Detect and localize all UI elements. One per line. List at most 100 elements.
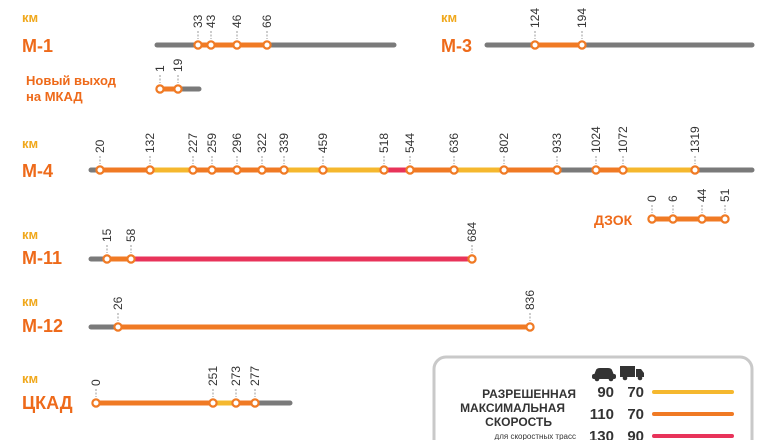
route-m4: 20 132 227 259 296 322 339 459 518 544 636 802 933 10… (22, 126, 755, 181)
route-m3-station-1 (577, 40, 587, 50)
route-mkad-km-0: 1 (153, 65, 167, 72)
legend-row-0: 90 70 (597, 384, 734, 401)
route-m12-km-caption: км (22, 294, 38, 309)
route-m4-station-14 (618, 165, 628, 175)
legend-title-line-2: МАКСИМАЛЬНАЯ (460, 401, 565, 415)
legend-title-line-1: РАЗРЕШЕННАЯ (482, 387, 576, 401)
route-m1-km-3: 66 (260, 14, 274, 28)
route-m11-km-2: 684 (465, 222, 479, 242)
route-m3-km-0: 124 (528, 8, 542, 28)
legend-row-1-truck-speed: 70 (627, 406, 644, 423)
legend-row-2-car-speed: 130 (589, 428, 614, 440)
route-m3: 124 194 М-3 км (441, 8, 755, 56)
route-m1-km-0: 33 (191, 14, 205, 28)
route-m11-km-1: 58 (124, 228, 138, 242)
route-m11-station-0 (102, 254, 112, 264)
legend-subtitle: для скоростных трасс (495, 432, 576, 440)
route-m11-km-0: 15 (100, 228, 114, 242)
route-m11: 15 58 684 М-11 км (22, 222, 479, 268)
route-m4-km-1: 132 (143, 133, 157, 153)
route-tskad: 0 251 273 277 ЦКАД км (22, 366, 293, 413)
route-m4-name: М-4 (22, 161, 53, 181)
route-m1-station-2 (232, 40, 242, 50)
route-m4-station-12 (552, 165, 562, 175)
route-dzok-km-2: 44 (695, 188, 709, 202)
route-m1-km-caption: км (22, 10, 38, 25)
route-m4-station-3 (207, 165, 217, 175)
route-m11-name: М-11 (22, 248, 62, 268)
route-m4-km-13: 1024 (589, 126, 603, 153)
legend-row-1-car-speed: 110 (590, 406, 614, 423)
route-m4-station-15 (690, 165, 700, 175)
route-dzok-station-1 (668, 214, 678, 224)
route-m4-station-5 (257, 165, 267, 175)
route-tskad-station-2 (231, 398, 241, 408)
route-m4-station-11 (499, 165, 509, 175)
route-m4-km-3: 259 (205, 133, 219, 153)
route-m4-station-7 (318, 165, 328, 175)
route-m12-station-0 (113, 322, 123, 332)
route-m4-km-14: 1072 (616, 126, 630, 153)
route-mkad-km-1: 19 (171, 58, 185, 72)
route-m12-station-1 (525, 322, 535, 332)
route-tskad-km-0: 0 (89, 379, 103, 386)
route-m11-station-1 (126, 254, 136, 264)
route-m4-km-6: 339 (277, 133, 291, 153)
route-m3-km-1: 194 (575, 8, 589, 28)
route-m4-km-11: 802 (497, 133, 511, 153)
route-dzok-station-0 (647, 214, 657, 224)
route-dzok-station-3 (720, 214, 730, 224)
route-m4-station-4 (232, 165, 242, 175)
route-mkad-station-0 (155, 84, 165, 94)
route-m11-station-2 (467, 254, 477, 264)
route-m1-km-1: 43 (204, 14, 218, 28)
route-mkad-station-1 (173, 84, 183, 94)
route-dzok-station-2 (697, 214, 707, 224)
route-m1-station-1 (206, 40, 216, 50)
route-m4-station-13 (591, 165, 601, 175)
route-tskad-km-1: 251 (206, 366, 220, 386)
route-dzok-km-0: 0 (645, 195, 659, 202)
route-m11-km-caption: км (22, 227, 38, 242)
legend-title-line-3: СКОРОСТЬ (485, 415, 552, 429)
route-m4-station-10 (449, 165, 459, 175)
route-m4-km-9: 544 (403, 133, 417, 153)
legend-rows: 90 70 110 70 130 90 (589, 384, 734, 440)
route-mkad-name-line-1: на МКАД (26, 89, 83, 104)
route-m3-name: М-3 (441, 36, 472, 56)
route-dzok-km-3: 51 (718, 188, 732, 202)
route-m1: 33 43 46 66 М-1 км (22, 10, 397, 56)
route-m12-km-1: 836 (523, 290, 537, 310)
truck-icon (620, 366, 644, 381)
route-m4-km-caption: км (22, 136, 38, 151)
route-m3-station-0 (530, 40, 540, 50)
route-dzok-name: ДЗОК (594, 212, 633, 228)
route-m4-station-9 (405, 165, 415, 175)
legend-row-2: 130 90 (589, 428, 734, 440)
route-m3-km-caption: км (441, 10, 457, 25)
legend-row-0-truck-speed: 70 (627, 384, 644, 401)
route-dzok-km-1: 6 (666, 195, 680, 202)
route-m12: 26 836 М-12 км (22, 290, 537, 336)
legend-row-1: 110 70 (590, 406, 734, 423)
route-m4-km-4: 296 (230, 133, 244, 153)
route-m4-km-2: 227 (186, 133, 200, 153)
route-tskad-station-1 (208, 398, 218, 408)
route-m1-station-0 (193, 40, 203, 50)
route-m4-km-7: 459 (316, 133, 330, 153)
route-m1-km-2: 46 (230, 14, 244, 28)
route-m4-station-1 (145, 165, 155, 175)
legend-row-2-truck-speed: 90 (627, 428, 644, 440)
route-m4-station-0 (95, 165, 105, 175)
route-tskad-station-3 (250, 398, 260, 408)
route-m12-name: М-12 (22, 316, 63, 336)
legend-row-0-car-speed: 90 (597, 384, 614, 401)
route-tskad-name: ЦКАД (22, 393, 73, 413)
route-m4-km-12: 933 (550, 133, 564, 153)
legend: РАЗРЕШЕННАЯ МАКСИМАЛЬНАЯ СКОРОСТЬ для ск… (432, 355, 754, 440)
route-mkad-name-line-0: Новый выход (26, 73, 117, 88)
route-tskad-km-2: 273 (229, 366, 243, 386)
route-m4-km-8: 518 (377, 133, 391, 153)
